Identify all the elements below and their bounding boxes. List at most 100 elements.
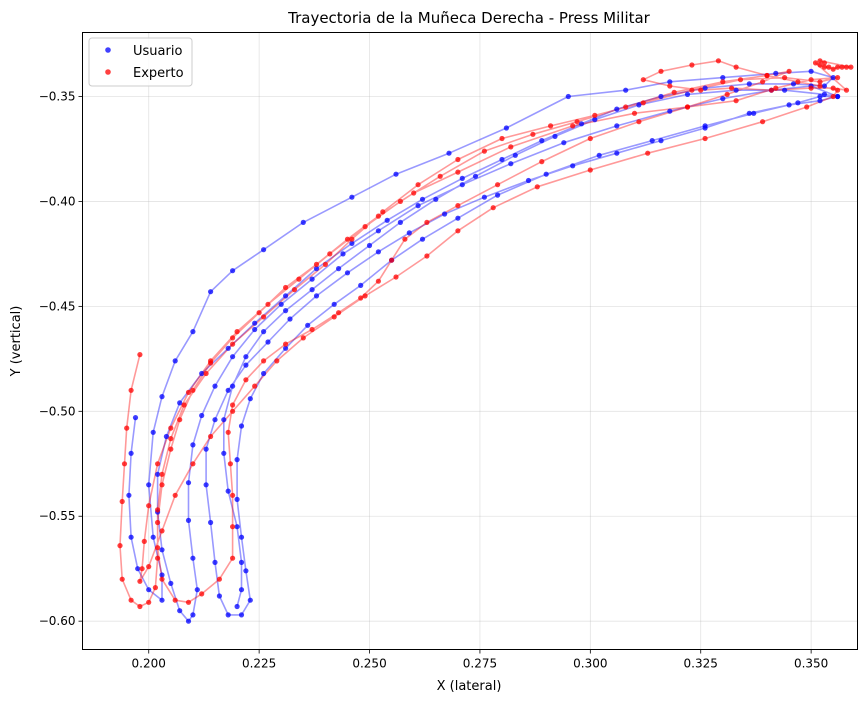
x-tick-label: 0.350 [794, 657, 828, 671]
data-point-usuario [212, 417, 218, 423]
data-point-experto [411, 190, 417, 196]
series-points [117, 58, 854, 624]
data-point-usuario [543, 171, 549, 177]
data-point-usuario [835, 93, 841, 100]
data-point-usuario [658, 138, 664, 144]
data-point-usuario [406, 230, 412, 236]
data-point-experto [671, 89, 677, 95]
data-point-experto [574, 119, 580, 125]
data-point-usuario [287, 316, 293, 322]
data-point-usuario [459, 182, 465, 188]
data-point-experto [331, 314, 337, 320]
data-point-experto [137, 603, 143, 610]
data-point-experto [155, 461, 161, 467]
data-point-experto [137, 352, 143, 358]
data-point-usuario [283, 293, 289, 299]
data-point-usuario [265, 339, 271, 345]
data-point-experto [159, 471, 165, 477]
data-point-usuario [238, 559, 245, 566]
data-point-usuario [128, 534, 134, 540]
data-point-experto [155, 507, 161, 513]
data-point-usuario [349, 194, 355, 200]
data-point-experto [208, 433, 214, 440]
data-point-experto [172, 597, 178, 603]
data-point-experto [252, 383, 258, 389]
data-point-experto [327, 251, 333, 257]
data-point-usuario [185, 480, 192, 486]
data-point-experto [397, 198, 403, 204]
data-point-usuario [261, 329, 267, 335]
data-point-experto [313, 261, 320, 267]
data-point-usuario [128, 450, 134, 456]
legend-marker-experto [105, 69, 111, 75]
data-point-experto [344, 236, 351, 242]
data-point-usuario [305, 322, 311, 328]
data-point-experto [437, 173, 443, 179]
data-point-usuario [415, 203, 421, 209]
data-point-usuario [720, 96, 726, 102]
data-point-experto [698, 87, 704, 93]
data-point-usuario [203, 482, 209, 488]
data-point-experto [121, 461, 128, 467]
data-point-usuario [238, 534, 245, 540]
data-point-usuario [278, 301, 284, 307]
data-point-experto [835, 87, 841, 93]
data-point-usuario [366, 242, 373, 249]
data-point-usuario [702, 85, 708, 91]
data-point-experto [733, 64, 739, 70]
data-point-usuario [786, 102, 792, 108]
data-point-usuario [150, 534, 156, 540]
data-point-usuario [433, 196, 439, 202]
data-point-experto [415, 182, 421, 188]
data-point-experto [689, 62, 695, 68]
data-point-experto [190, 387, 196, 393]
data-point-experto [539, 159, 545, 165]
data-point-usuario [565, 93, 571, 100]
data-point-usuario [234, 524, 240, 530]
data-point-experto [636, 119, 642, 125]
data-point-experto [495, 182, 501, 188]
data-point-experto [702, 135, 708, 142]
data-point-experto [455, 156, 461, 163]
data-point-usuario [751, 110, 757, 116]
data-point-experto [362, 224, 368, 230]
data-point-usuario [349, 240, 355, 246]
data-point-experto [720, 79, 726, 85]
gridlines [82, 32, 858, 650]
data-point-usuario [592, 117, 598, 123]
data-point-usuario [331, 301, 337, 307]
data-point-experto [283, 284, 289, 291]
y-tick-label: −0.35 [39, 90, 76, 104]
data-point-experto [715, 58, 722, 64]
data-point-usuario [159, 597, 165, 603]
data-point-experto [230, 335, 236, 341]
data-point-experto [155, 545, 161, 551]
data-point-experto [168, 425, 174, 431]
data-point-experto [804, 104, 810, 110]
data-point-usuario [243, 362, 249, 368]
data-point-experto [230, 492, 236, 498]
data-point-experto [181, 402, 187, 408]
data-point-usuario [658, 93, 664, 100]
data-point-usuario [384, 217, 390, 223]
data-point-usuario [163, 433, 169, 440]
data-point-experto [159, 482, 165, 488]
data-point-experto [243, 377, 249, 383]
data-point-usuario [199, 412, 205, 419]
data-point-experto [146, 599, 152, 605]
data-point-experto [808, 85, 814, 91]
data-point-experto [830, 85, 836, 91]
data-point-usuario [283, 345, 289, 351]
data-point-usuario [225, 387, 231, 393]
data-point-experto [128, 387, 134, 393]
data-point-experto [199, 591, 205, 597]
data-point-usuario [190, 555, 196, 561]
data-point-usuario [126, 492, 132, 498]
data-point-usuario [636, 102, 642, 108]
data-point-usuario [300, 219, 306, 225]
data-point-usuario [817, 93, 823, 100]
data-point-experto [667, 83, 673, 89]
data-point-usuario [313, 293, 320, 299]
data-point-experto [230, 555, 236, 561]
data-point-experto [760, 119, 766, 125]
